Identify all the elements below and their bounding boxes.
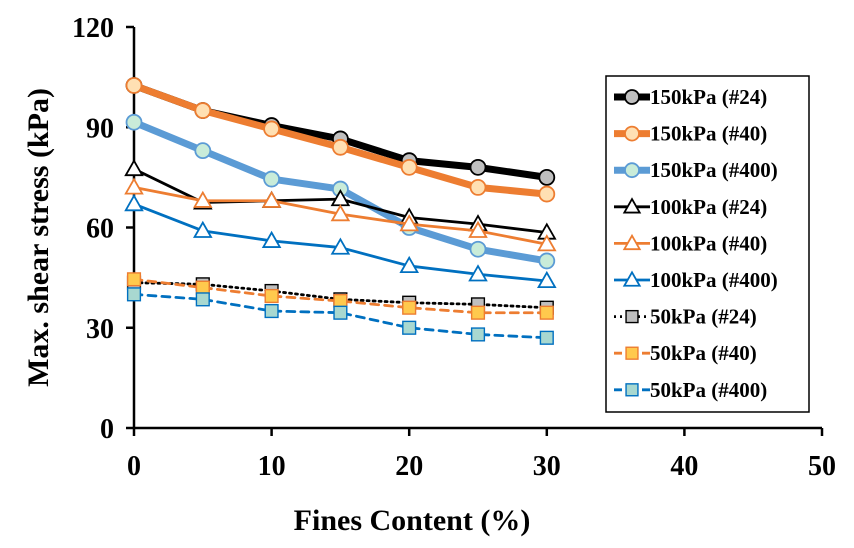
legend-entry-9: 50kPa (#400)	[614, 378, 767, 402]
legend-entry-1: 150kPa (#24)	[614, 85, 767, 109]
data-point	[125, 113, 143, 131]
series-6	[124, 194, 557, 289]
data-point	[263, 170, 281, 188]
y-tick-label: 30	[86, 314, 114, 345]
series-8	[126, 272, 554, 320]
x-tick-label: 50	[808, 451, 836, 482]
legend-label: 100kPa (#400)	[650, 268, 778, 292]
legend-label: 150kPa (#400)	[650, 158, 778, 182]
data-point	[399, 214, 420, 232]
data-point	[330, 237, 351, 255]
legend-marker	[624, 162, 640, 179]
legend-marker	[624, 125, 640, 142]
legend-entry-5: 100kPa (#40)	[614, 231, 767, 255]
x-axis-title: Fines Content (%)	[294, 504, 531, 537]
data-point	[124, 158, 144, 177]
x-tick-label: 10	[258, 451, 286, 482]
data-point	[538, 252, 556, 270]
data-point	[399, 255, 420, 274]
data-point	[126, 287, 142, 302]
data-point	[192, 220, 213, 238]
series-5	[124, 177, 557, 252]
data-point	[469, 158, 487, 176]
legend-label: 50kPa (#40)	[650, 341, 757, 365]
data-point	[538, 168, 556, 186]
data-point	[264, 288, 279, 304]
data-point	[331, 138, 349, 156]
legend-label: 100kPa (#40)	[650, 231, 767, 255]
data-point	[469, 178, 487, 196]
legend-label: 150kPa (#40)	[650, 122, 767, 146]
data-point	[263, 120, 281, 138]
legend-marker	[625, 346, 639, 360]
data-point	[538, 185, 556, 203]
data-point	[470, 305, 486, 320]
data-point	[400, 158, 418, 176]
data-point	[124, 177, 144, 195]
data-point	[124, 194, 144, 212]
x-tick-label: 40	[670, 451, 698, 482]
legend-entry-4: 100kPa (#24)	[614, 195, 767, 219]
data-point	[261, 230, 282, 248]
data-point	[192, 190, 213, 208]
data-point	[126, 272, 142, 287]
legend: 150kPa (#24) 150kPa (#40) 150kPa (#400) 100…	[605, 75, 810, 413]
data-point	[194, 142, 212, 160]
series-1	[125, 77, 556, 186]
data-point	[333, 305, 348, 320]
data-point	[261, 190, 282, 208]
data-point	[468, 264, 488, 282]
legend-marker	[622, 270, 642, 287]
y-tick-label: 90	[86, 113, 114, 144]
x-tick-label: 20	[395, 451, 423, 482]
data-point	[536, 234, 557, 252]
data-point	[468, 220, 488, 238]
legend-label: 50kPa (#400)	[650, 378, 767, 402]
data-point	[402, 320, 417, 335]
legend-marker	[622, 233, 642, 251]
data-point	[264, 303, 279, 319]
x-tick-label: 0	[127, 451, 141, 482]
legend-marker	[624, 89, 640, 105]
legend-entry-3: 150kPa (#400)	[614, 158, 778, 182]
data-point	[470, 327, 486, 342]
legend-marker	[622, 197, 642, 214]
legend-label: 50kPa (#24)	[650, 305, 757, 329]
legend-entry-8: 50kPa (#40)	[614, 341, 757, 365]
data-point	[402, 300, 417, 315]
data-point	[536, 270, 557, 289]
legend-label: 100kPa (#24)	[650, 195, 767, 219]
y-tick-label: 0	[100, 414, 114, 445]
series-layer	[124, 77, 557, 345]
legend-entry-7: 50kPa (#24)	[614, 305, 757, 329]
legend-entry-6: 100kPa (#400)	[614, 268, 778, 292]
series-2	[125, 77, 556, 203]
series-9	[126, 287, 554, 345]
y-tick-label: 120	[72, 13, 114, 44]
legend-marker	[625, 309, 639, 324]
legend-marker	[625, 383, 639, 397]
data-point	[195, 280, 210, 295]
legend-label: 150kPa (#24)	[650, 85, 767, 109]
data-point	[195, 292, 210, 307]
data-point	[194, 102, 212, 119]
axes: 0 30 60 90 120 0 10 20 30 40 50 Fines Content (%) Ma…	[22, 13, 836, 537]
data-point	[539, 305, 554, 320]
data-point	[333, 293, 348, 309]
data-point	[330, 204, 351, 222]
data-point	[469, 240, 487, 258]
data-point	[539, 330, 554, 345]
legend-entry-2: 150kPa (#40)	[614, 122, 767, 146]
y-tick-label: 60	[86, 214, 114, 245]
x-tick-label: 30	[533, 451, 561, 482]
y-axis-title: Max. shear stress (kPa)	[22, 88, 55, 387]
data-point	[125, 77, 143, 94]
